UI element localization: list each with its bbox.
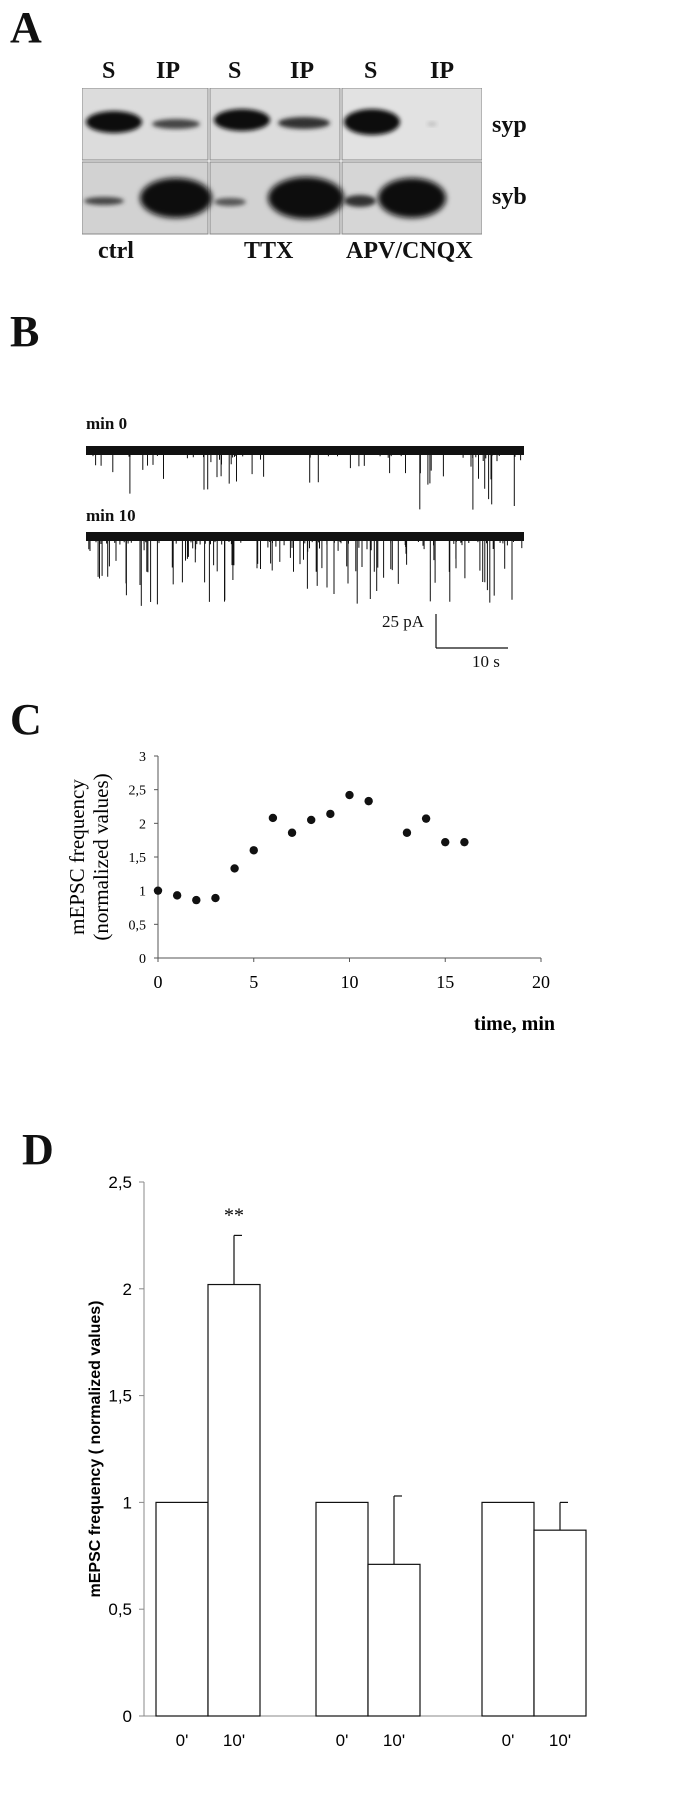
x-tick-label: 20 [532, 972, 550, 992]
y-tick-label: 0 [123, 1707, 132, 1726]
data-point [172, 891, 182, 900]
x-tick-label: 15 [436, 972, 454, 992]
data-point [307, 815, 316, 825]
y-tick-label: 2,5 [108, 1173, 132, 1192]
y-axis-title: mEPSC frequency ( normalized values) [87, 1301, 104, 1598]
y-tick-label: 1,5 [108, 1387, 132, 1406]
panel-b-letter: B [10, 307, 40, 356]
x-axis-title: time, min [474, 1013, 555, 1035]
trace-min-0-baseline [86, 446, 524, 455]
row-label-syb: syb [492, 184, 527, 210]
row-label-syp: syp [492, 112, 527, 138]
x-tick-label: 0 [154, 972, 163, 992]
condition-label-apv-cnqx: APV/CNQX [346, 238, 473, 264]
category-label: 0' [336, 1731, 349, 1750]
bar [533, 1529, 587, 1717]
category-label: 10' [223, 1731, 245, 1750]
lane-header-s-2: S [228, 58, 242, 84]
scatter-chart: 0 0,5 1 1,5 2 2,5 3 0 5 10 15 20 mEPSC frequency(nor… [65, 750, 555, 1035]
data-point [326, 809, 335, 819]
y-tick-label: 2,5 [129, 784, 147, 799]
data-point [211, 893, 220, 903]
bar [155, 1501, 209, 1717]
data-point [230, 864, 239, 873]
bar [481, 1501, 535, 1717]
bar [367, 1563, 421, 1717]
lane-header-ip-3: IP [430, 58, 454, 84]
trace-min-10-baseline [86, 532, 524, 541]
lane-header-ip-1: IP [156, 58, 180, 84]
y-tick-label: 1,5 [129, 851, 147, 866]
trace-min-10 [88, 538, 523, 606]
condition-label-ctrl: ctrl [98, 238, 134, 264]
y-tick-label: 0,5 [129, 918, 147, 933]
data-point [287, 828, 297, 837]
y-tick-label: 1 [139, 885, 146, 900]
data-point [402, 828, 412, 837]
data-point [460, 837, 469, 847]
x-tick-label: 10 [341, 972, 359, 992]
y-tick-label: 2 [139, 817, 146, 832]
current-traces [86, 446, 524, 649]
panel-d-letter: D [22, 1125, 54, 1174]
condition-label-ttx: TTX [244, 238, 294, 264]
lane-header-s-3: S [364, 58, 378, 84]
category-label: 0' [176, 1731, 189, 1750]
y-axis-title-line: mEPSC frequency [65, 779, 89, 935]
data-point [364, 796, 373, 806]
y-tick-label: 0,5 [108, 1600, 132, 1619]
y-tick-label: 3 [139, 750, 146, 765]
x-tick-label: 5 [249, 972, 258, 992]
y-axis-title-line: (normalized values) [89, 773, 113, 940]
bar [207, 1283, 261, 1717]
lane-header-s-1: S [102, 58, 116, 84]
data-point [345, 790, 354, 800]
category-label: 0' [502, 1731, 515, 1750]
trace-min-0 [92, 452, 522, 510]
category-label: 10' [549, 1731, 571, 1750]
bar [315, 1501, 369, 1717]
y-tick-label: 2 [123, 1280, 132, 1299]
lane-header-ip-2: IP [290, 58, 314, 84]
scale-label-amplitude: 25 pA [382, 612, 425, 631]
y-tick-label: 1 [123, 1493, 132, 1512]
panel-a-letter: A [10, 3, 42, 52]
panel-c-letter: C [10, 695, 42, 744]
data-point [421, 814, 431, 823]
scale-label-time: 10 s [472, 652, 500, 671]
trace-label-min-0: min 0 [86, 414, 128, 433]
western-blot-image [82, 88, 482, 235]
trace-label-min-10: min 10 [86, 506, 136, 525]
y-axis-title: mEPSC frequency(normalized values) [65, 773, 113, 940]
bar-chart: 0 0,5 1 1,5 2 2,5 mEPSC frequency ( normalized… [87, 1173, 587, 1800]
data-point [441, 837, 450, 847]
y-tick-label: 0 [139, 952, 146, 967]
data-point [153, 886, 163, 895]
significance-annotation: ** [224, 1204, 244, 1226]
data-point [268, 813, 278, 823]
category-label: 10' [383, 1731, 405, 1750]
data-point [249, 846, 258, 855]
data-point [192, 895, 201, 905]
